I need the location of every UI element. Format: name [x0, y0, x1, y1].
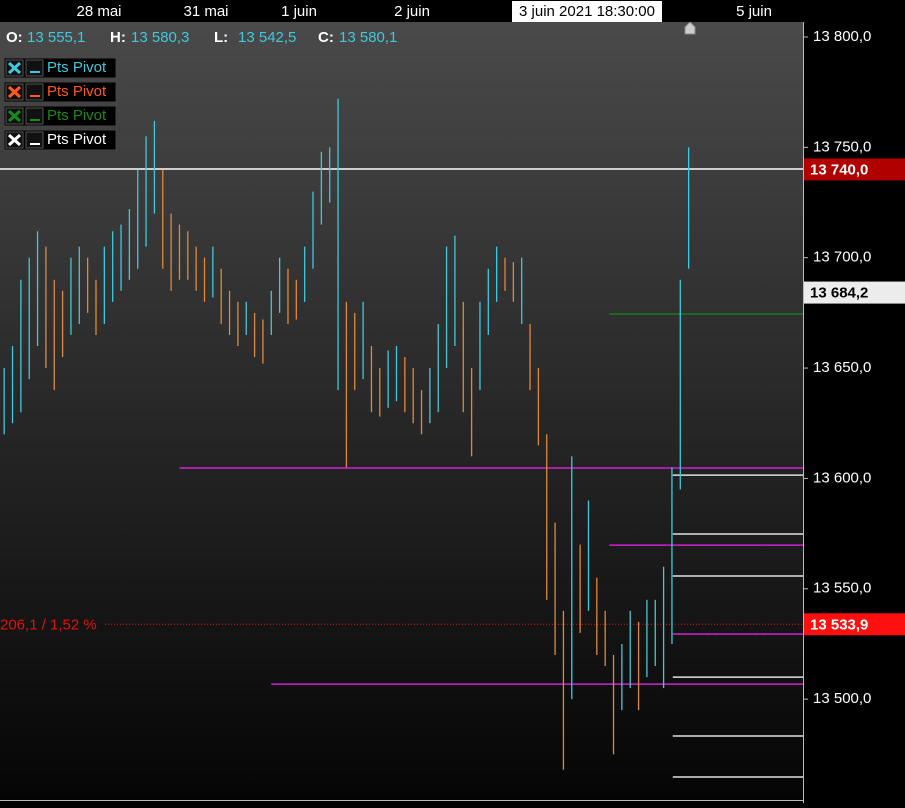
- ohlc-key: O:: [6, 29, 23, 46]
- price-box: [804, 158, 905, 181]
- ohlc-key: C:: [318, 29, 334, 46]
- ohlc-key: H:: [110, 29, 126, 46]
- ohlc-value: 13 580,3: [131, 29, 189, 46]
- y-tick-label: 13 550,0: [813, 580, 871, 597]
- ohlc-value: 13 555,1: [27, 29, 85, 46]
- x-label: 31 mai: [183, 3, 228, 20]
- y-tick-label: 13 600,0: [813, 469, 871, 486]
- crosshair-box: [512, 1, 662, 22]
- legend-x: [7, 85, 22, 99]
- legend-swatch-bg: [25, 107, 44, 125]
- legend-swatch-bg: [25, 59, 44, 77]
- x-label: 1 juin: [281, 3, 317, 20]
- marker: [684, 21, 696, 35]
- measure-label: 206,1 / 1,52 %: [0, 616, 97, 633]
- legend-swatch-bg: [25, 83, 44, 101]
- ohlc-key: L:: [214, 29, 228, 46]
- y-tick-label: 13 700,0: [813, 249, 871, 266]
- legend-x: [7, 133, 22, 147]
- ohlc-value: 13 542,5: [238, 29, 296, 46]
- legend-label: Pts Pivot: [47, 131, 107, 148]
- y-tick-label: 13 800,0: [813, 28, 871, 45]
- crosshair-label: 3 juin 2021 18:30:00: [519, 3, 655, 20]
- price-box: [804, 613, 905, 636]
- y-tick-label: 13 650,0: [813, 359, 871, 376]
- plot-area: [0, 22, 803, 800]
- legend-label: Pts Pivot: [47, 83, 107, 100]
- ohlc-value: 13 580,1: [339, 29, 397, 46]
- price-box-label: 13 684,2: [810, 285, 868, 302]
- price-box-label: 13 740,0: [810, 161, 868, 178]
- x-label: 28 mai: [76, 3, 121, 20]
- x-label: 2 juin: [394, 3, 430, 20]
- price-box: [804, 281, 905, 304]
- x-label: 5 juin: [736, 3, 772, 20]
- legend-x: [7, 109, 22, 123]
- legend-label: Pts Pivot: [47, 59, 107, 76]
- price-box-label: 13 533,9: [810, 616, 868, 633]
- legend-x: [7, 61, 22, 75]
- y-tick-label: 13 500,0: [813, 690, 871, 707]
- y-tick-label: 13 750,0: [813, 138, 871, 155]
- legend-label: Pts Pivot: [47, 107, 107, 124]
- legend-swatch-bg: [25, 131, 44, 149]
